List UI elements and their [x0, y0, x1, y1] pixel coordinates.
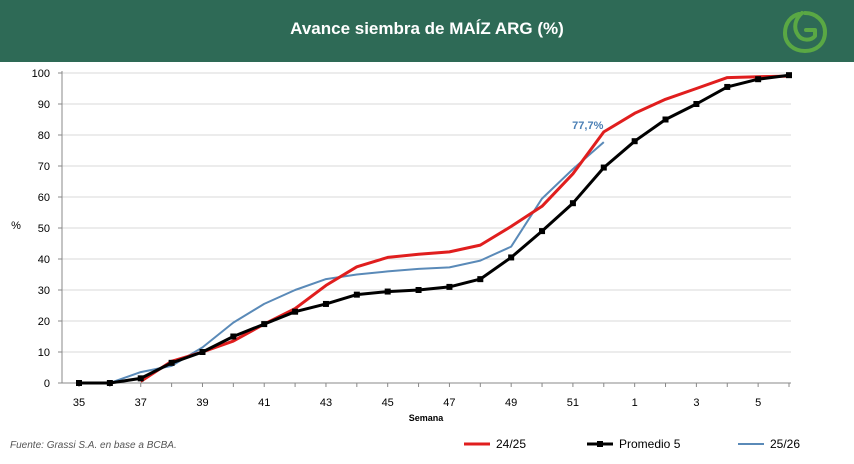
data-point-promedio-5 [168, 359, 175, 366]
x-tick-label: 43 [320, 397, 332, 409]
data-point-promedio-5 [106, 380, 113, 386]
data-point-promedio-5 [786, 72, 792, 79]
legend-label: 24/25 [496, 437, 527, 451]
x-tick-label: 49 [505, 397, 517, 409]
data-point-promedio-5 [199, 349, 206, 355]
x-tick-label: 45 [382, 397, 394, 409]
y-tick-label: 20 [38, 316, 50, 328]
series-line-promedio-5 [79, 73, 790, 385]
header-bar: Avance siembra de MAÍZ ARG (%) [0, 0, 854, 62]
data-point-promedio-5 [569, 200, 576, 207]
chart-title: Avance siembra de MAÍZ ARG (%) [290, 19, 564, 38]
data-point-promedio-5 [353, 291, 360, 298]
x-tick-label: 39 [196, 397, 208, 409]
data-point-promedio-5 [477, 276, 484, 283]
data-point-promedio-5 [446, 283, 453, 290]
legend-swatch [587, 441, 613, 447]
x-tick-label: 41 [258, 397, 270, 409]
data-point-promedio-5 [693, 101, 700, 107]
x-tick-label: 3 [693, 397, 699, 409]
y-tick-label: 80 [38, 130, 50, 142]
y-tick-label: 10 [38, 347, 50, 359]
data-point-promedio-5 [662, 116, 669, 123]
x-tick-label: 5 [755, 397, 761, 409]
data-point-promedio-5 [261, 321, 268, 328]
series-line-24-25 [139, 74, 790, 383]
y-tick-label: 30 [38, 285, 50, 297]
data-point-promedio-5 [384, 288, 391, 295]
data-point-promedio-5 [322, 300, 329, 307]
x-tick-label: 47 [443, 397, 455, 409]
series-line-25-26 [109, 141, 605, 384]
x-tick-label: 51 [567, 397, 579, 409]
data-label: 77,7% [572, 120, 603, 132]
legend-label: Promedio 5 [619, 437, 681, 451]
y-tick-label: 50 [38, 223, 50, 235]
source-note: Fuente: Grassi S.A. en base a BCBA. [10, 440, 177, 451]
y-tick-label: 100 [32, 68, 50, 80]
leaf-g-logo-icon [782, 11, 828, 54]
legend-label: 25/26 [770, 437, 801, 451]
y-tick-label: 90 [38, 99, 50, 111]
y-tick-label: 40 [38, 254, 50, 266]
data-point-promedio-5 [230, 333, 237, 340]
legend-swatch [464, 442, 490, 446]
data-point-promedio-5 [137, 375, 144, 382]
x-tick-label: 37 [135, 397, 147, 409]
data-point-promedio-5 [755, 76, 762, 83]
x-tick-label: 1 [632, 397, 638, 409]
y-axis-label: % [11, 220, 21, 232]
data-point-promedio-5 [292, 308, 299, 315]
x-tick-label: 35 [73, 397, 85, 409]
data-point-promedio-5 [724, 83, 731, 90]
data-point-promedio-5 [415, 287, 422, 293]
data-point-promedio-5 [600, 164, 607, 171]
data-point-promedio-5 [76, 380, 82, 386]
y-tick-label: 70 [38, 161, 50, 173]
y-tick-label: 60 [38, 192, 50, 204]
chart-legend: 24/25 Promedio 5 25/26 [0, 434, 854, 454]
data-point-promedio-5 [539, 228, 546, 235]
legend-swatch [738, 443, 764, 445]
data-point-promedio-5 [508, 254, 515, 261]
x-axis-label: Semana [409, 413, 445, 423]
data-point-promedio-5 [631, 138, 638, 145]
y-tick-label: 0 [44, 378, 50, 390]
